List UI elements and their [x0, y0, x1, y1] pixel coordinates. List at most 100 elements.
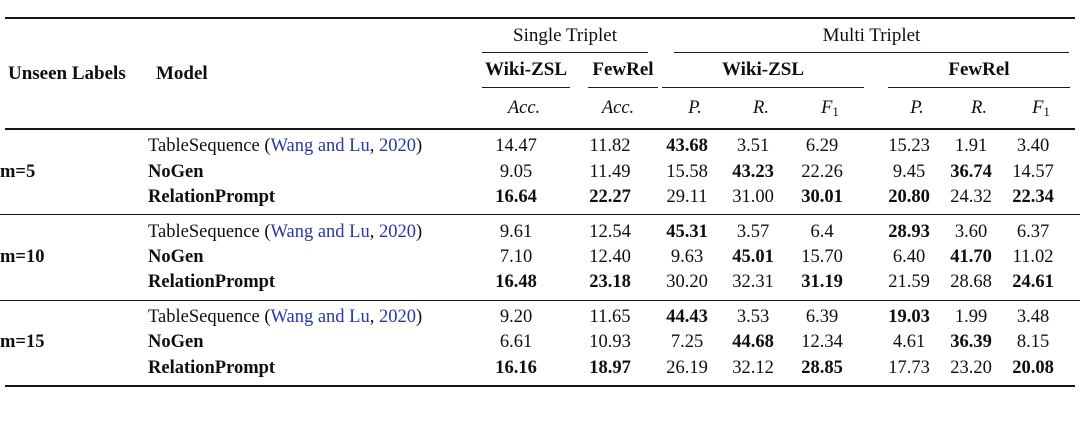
citation-authors-link[interactable]: Wang and Lu — [270, 136, 370, 157]
model-cell: NoGen — [148, 161, 204, 182]
value-cell: 3.48 — [1016, 306, 1050, 327]
table-header: Unseen Labels Model Single Triplet Multi… — [0, 19, 1080, 128]
header-metric-r-wiki: R. — [753, 97, 769, 118]
value-cell: 12.34 — [801, 332, 843, 353]
header-group-single-triplet: Single Triplet — [482, 19, 648, 53]
value-cell: 43.23 — [732, 161, 774, 182]
value-cell: 11.49 — [589, 161, 631, 182]
f1-base: F — [1032, 97, 1044, 118]
value-cell: 7.25 — [670, 332, 704, 353]
header-unseen-labels: Unseen Labels — [8, 62, 126, 84]
value-cell: 3.53 — [736, 306, 770, 327]
table-group-m=15: m=15 TableSequence (Wang and Lu, 2020) 9.2… — [0, 299, 1080, 385]
f1-subscript: 1 — [832, 104, 839, 119]
value-cell: 15.70 — [801, 247, 843, 268]
value-cell: 6.61 — [499, 332, 533, 353]
value-cell: 45.01 — [732, 247, 774, 268]
citation-year-link[interactable]: 2020 — [378, 136, 416, 157]
f1-base: F — [821, 97, 833, 118]
value-cell: 43.68 — [666, 136, 708, 157]
value-cell: 9.05 — [499, 161, 533, 182]
citation-authors-link[interactable]: Wang and Lu — [270, 221, 370, 242]
value-cell: 9.20 — [499, 306, 533, 327]
header-multi-fewrel: FewRel — [888, 53, 1070, 88]
value-cell: 9.61 — [499, 221, 533, 242]
value-cell: 30.20 — [666, 272, 708, 293]
value-cell: 1.91 — [954, 136, 988, 157]
value-cell: 8.15 — [1016, 332, 1050, 353]
value-cell: 29.11 — [666, 187, 708, 208]
value-cell: 36.39 — [950, 332, 992, 353]
value-cell: 16.64 — [495, 187, 537, 208]
value-cell: 32.31 — [732, 272, 774, 293]
table-group-m=10: m=10 TableSequence (Wang and Lu, 2020) 9.6… — [0, 214, 1080, 299]
header-metric-p-wiki: P. — [688, 97, 702, 118]
value-cell: 24.61 — [1012, 272, 1054, 293]
value-cell: 15.58 — [666, 161, 708, 182]
results-table-page: Unseen Labels Model Single Triplet Multi… — [0, 17, 1080, 426]
value-cell: 3.60 — [954, 221, 988, 242]
citation-year-link[interactable]: 2020 — [378, 306, 416, 327]
value-cell: 28.68 — [950, 272, 992, 293]
table-bottom-rule — [5, 384, 1075, 388]
value-cell: 30.01 — [801, 187, 843, 208]
model-cell: TableSequence (Wang and Lu, 2020) — [148, 221, 423, 242]
value-cell: 3.57 — [736, 221, 770, 242]
citation-year-link[interactable]: 2020 — [378, 221, 416, 242]
value-cell: 44.43 — [666, 306, 708, 327]
value-cell: 22.27 — [589, 187, 631, 208]
value-cell: 9.45 — [892, 161, 926, 182]
value-cell: 1.99 — [954, 306, 988, 327]
table-top-rule — [5, 17, 1075, 19]
group-label: m=15 — [0, 332, 45, 353]
header-single-fewrel: FewRel — [588, 53, 658, 88]
value-cell: 22.34 — [1012, 187, 1054, 208]
table-header-rule — [5, 128, 1075, 131]
value-cell: 11.02 — [1012, 247, 1054, 268]
value-cell: 41.70 — [950, 247, 992, 268]
value-cell: 10.93 — [589, 332, 631, 353]
value-cell: 18.97 — [589, 357, 631, 378]
value-cell: 11.65 — [589, 306, 631, 327]
value-cell: 22.26 — [801, 161, 843, 182]
value-cell: 6.39 — [805, 306, 839, 327]
value-cell: 12.40 — [589, 247, 631, 268]
header-metric-acc-wiki: Acc. — [507, 97, 541, 118]
value-cell: 16.16 — [495, 357, 537, 378]
value-cell: 32.12 — [732, 357, 774, 378]
value-cell: 19.03 — [888, 306, 930, 327]
header-group-multi-triplet: Multi Triplet — [674, 19, 1069, 53]
header-single-wiki-zsl: Wiki-ZSL — [482, 53, 570, 88]
value-cell: 28.85 — [801, 357, 843, 378]
table-group-m=5: m=5 TableSequence (Wang and Lu, 2020) 14.4… — [0, 130, 1080, 214]
value-cell: 21.59 — [888, 272, 930, 293]
value-cell: 20.80 — [888, 187, 930, 208]
header-metric-p-fewrel: P. — [910, 97, 924, 118]
value-cell: 6.29 — [805, 136, 839, 157]
value-cell: 24.32 — [950, 187, 992, 208]
value-cell: 14.47 — [495, 136, 537, 157]
value-cell: 31.19 — [801, 272, 843, 293]
value-cell: 11.82 — [589, 136, 631, 157]
header-model: Model — [156, 62, 208, 84]
model-cell: RelationPrompt — [148, 272, 276, 293]
group-label: m=5 — [0, 161, 36, 182]
group-label: m=10 — [0, 247, 45, 268]
header-metric-r-fewrel: R. — [971, 97, 987, 118]
value-cell: 9.63 — [670, 247, 704, 268]
value-cell: 4.61 — [892, 332, 926, 353]
value-cell: 36.74 — [950, 161, 992, 182]
model-cell: TableSequence (Wang and Lu, 2020) — [148, 136, 423, 157]
citation-authors-link[interactable]: Wang and Lu — [270, 306, 370, 327]
header-multi-wiki-zsl: Wiki-ZSL — [662, 53, 864, 88]
value-cell: 14.57 — [1012, 161, 1054, 182]
value-cell: 12.54 — [589, 221, 631, 242]
value-cell: 20.08 — [1012, 357, 1054, 378]
model-cell: RelationPrompt — [148, 357, 276, 378]
f1-subscript: 1 — [1043, 104, 1050, 119]
value-cell: 26.19 — [666, 357, 708, 378]
model-cell: NoGen — [148, 247, 204, 268]
value-cell: 6.37 — [1016, 221, 1050, 242]
